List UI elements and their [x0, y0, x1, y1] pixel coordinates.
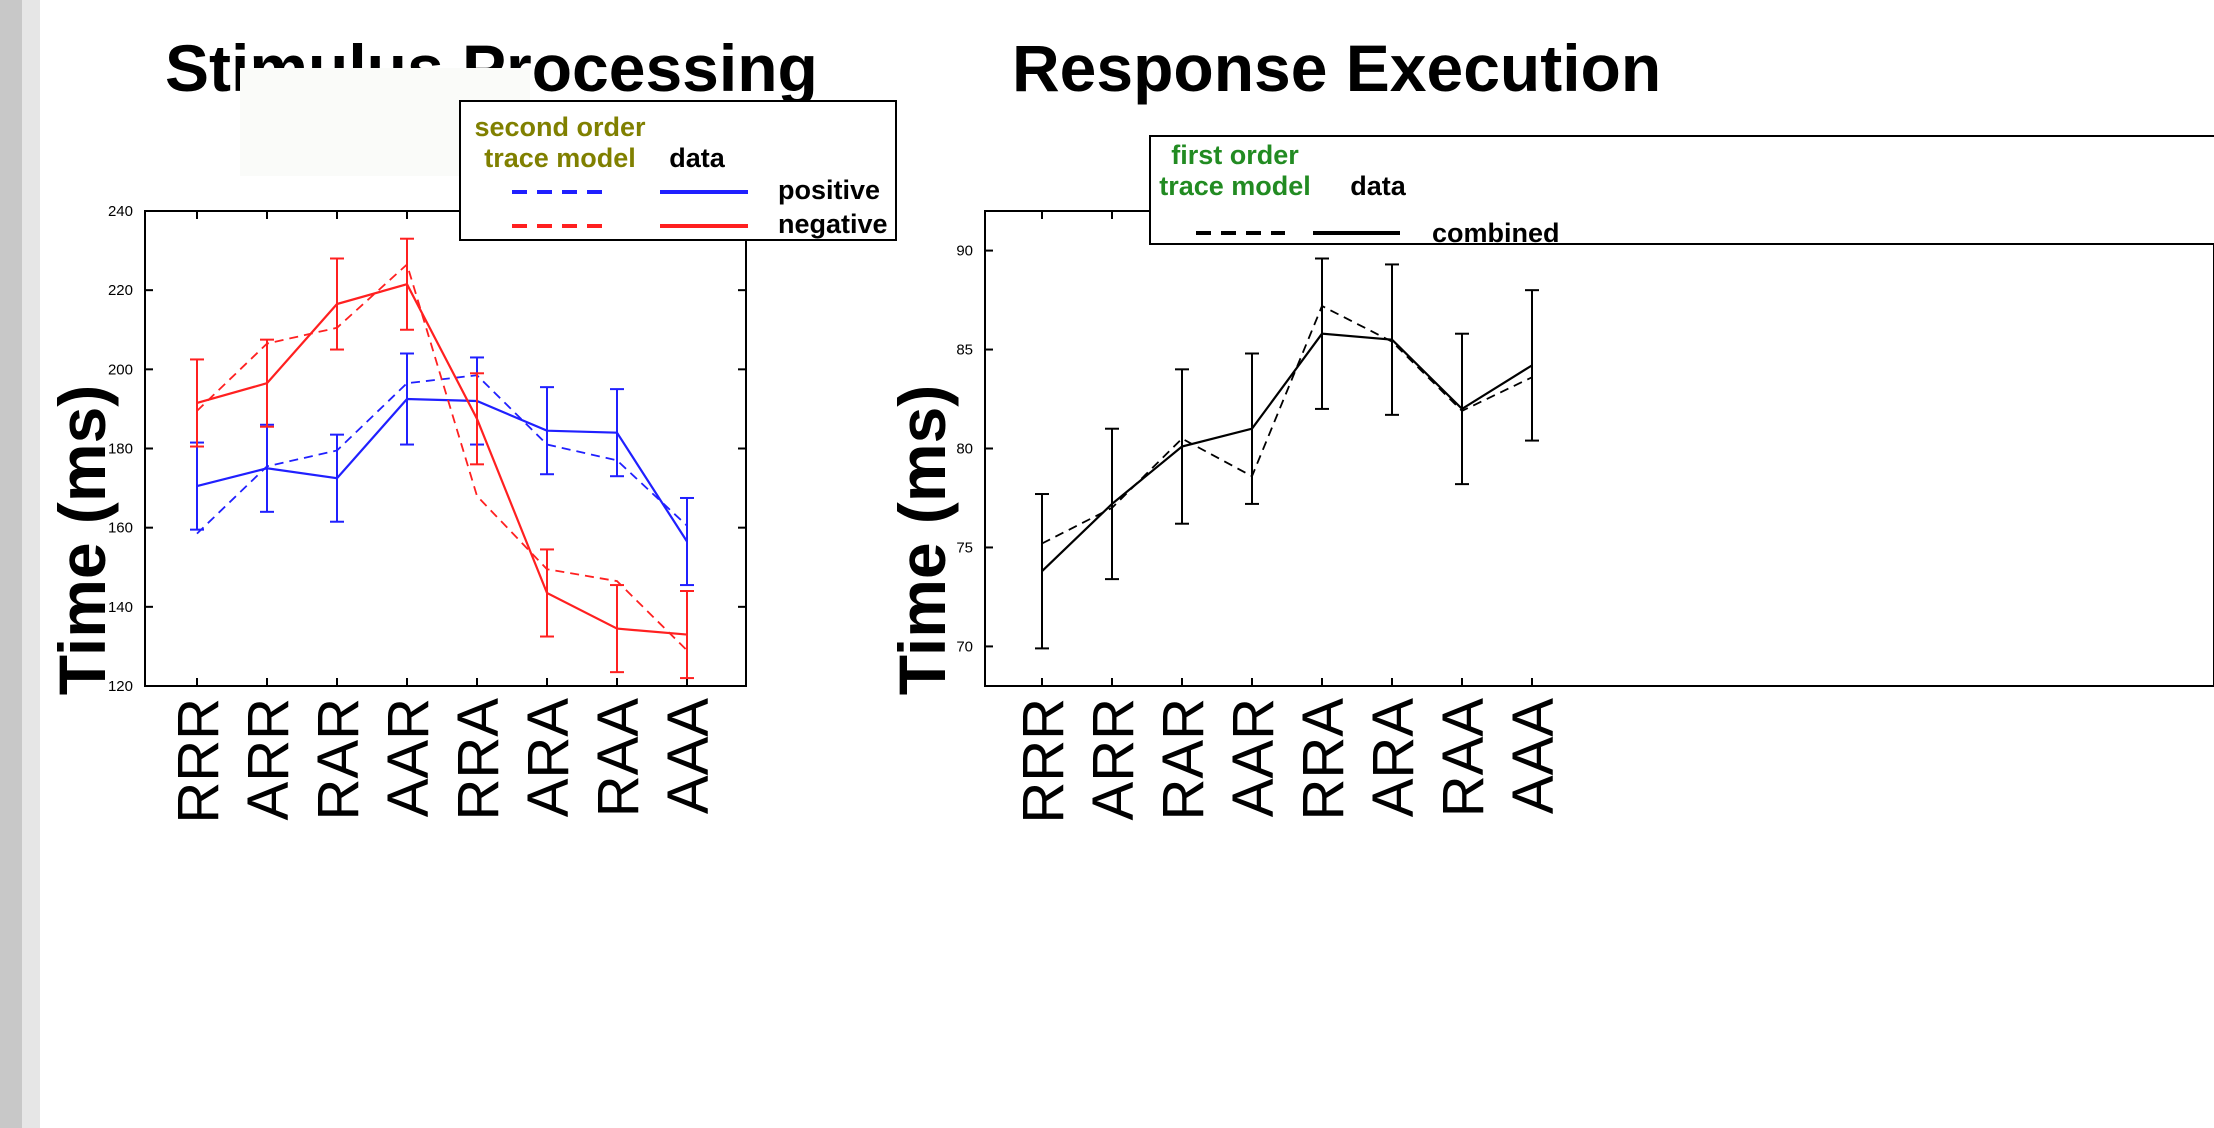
x-tick-label: RRR [1011, 698, 1076, 824]
y-tick-label: 75 [956, 539, 973, 556]
x-tick-label: AAA [656, 698, 721, 814]
x-tick-label: ARA [516, 698, 581, 818]
left-edge-strip [0, 0, 22, 1128]
legend-box [459, 100, 897, 241]
legend-model-header: first order [1171, 140, 1299, 170]
y-tick-label: 220 [108, 282, 133, 299]
model-line [196, 262, 688, 652]
plot-area-frame [144, 210, 747, 687]
y-tick-label: 140 [108, 599, 133, 616]
y-tick-label: 180 [108, 441, 133, 458]
x-tick-label: ARR [236, 698, 301, 820]
x-tick-label: RAR [306, 698, 371, 820]
x-tick-label: RRA [446, 698, 511, 821]
legend-box [1149, 135, 2214, 245]
series-combined-model [1041, 304, 1533, 545]
legend-label-combined: combined [1432, 218, 1560, 248]
plot-area-frame [984, 210, 2214, 687]
left-edge-strip-inner [22, 0, 40, 1128]
data-line [196, 397, 688, 543]
legend-label-negative: negative [778, 209, 888, 239]
x-tick-label: AAR [376, 698, 441, 817]
data-line [1041, 332, 1533, 573]
chart-0: 120 140 160 180 200 220 240 RRR ARR RAR AAR RRA ARA R… [45, 68, 897, 824]
series-negative-model [196, 262, 688, 652]
y-tick-label: 70 [956, 638, 973, 655]
y-tick-label: 200 [108, 361, 133, 378]
series-negative-data [190, 237, 694, 680]
y-tick-label: 90 [956, 243, 973, 260]
chart-title-response-execution: Response Execution [1012, 31, 1662, 105]
y-tick-label: 120 [108, 678, 133, 695]
series-positive-data [190, 352, 694, 587]
y-axis-label: Time (ms) [45, 385, 119, 696]
chart-1: 70 75 80 85 90 RRR ARR RAR AAR RRA ARA RAA AAA Time (… [885, 135, 2214, 824]
legend-data-header: data [1350, 171, 1407, 201]
y-tick-label: 80 [956, 441, 973, 458]
y-axis-label: Time (ms) [885, 385, 959, 696]
x-tick-label: RAA [1431, 698, 1496, 818]
legend-model-header: trace model [484, 143, 636, 173]
legend-model-header: second order [474, 112, 646, 142]
y-tick-label: 240 [108, 203, 133, 220]
x-tick-label: RAR [1151, 698, 1216, 820]
model-line [1041, 304, 1533, 545]
y-tick-label: 160 [108, 520, 133, 537]
legend-data-header: data [669, 143, 726, 173]
x-tick-label: AAA [1501, 698, 1566, 814]
data-line [196, 282, 688, 636]
x-tick-label: ARA [1361, 698, 1426, 818]
x-tick-label: RRR [166, 698, 231, 824]
y-tick-label: 85 [956, 342, 973, 359]
legend-model-header: trace model [1159, 171, 1311, 201]
x-tick-label: RRA [1291, 698, 1356, 821]
x-tick-label: AAR [1221, 698, 1286, 817]
x-tick-label: ARR [1081, 698, 1146, 820]
x-tick-label: RAA [586, 698, 651, 818]
legend-label-positive: positive [778, 175, 880, 205]
series-combined-data [1035, 257, 1539, 650]
